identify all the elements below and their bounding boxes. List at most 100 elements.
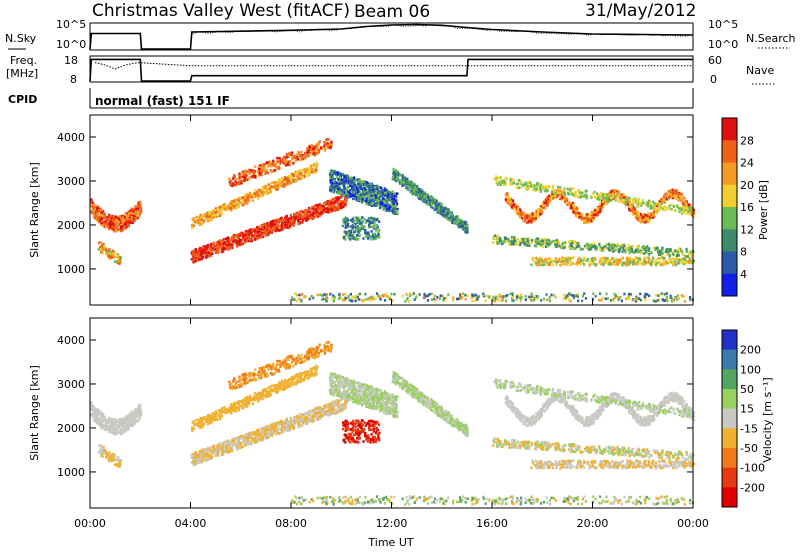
data-cell — [237, 235, 240, 239]
data-cell — [217, 243, 220, 246]
data-cell — [517, 182, 520, 186]
data-cell — [547, 197, 550, 201]
data-cell — [355, 216, 358, 219]
data-cell — [596, 213, 599, 216]
data-cell — [207, 254, 210, 258]
data-cell — [269, 227, 272, 230]
data-cell — [220, 211, 223, 215]
data-cell — [345, 176, 348, 179]
data-cell — [124, 213, 127, 216]
data-cell — [401, 174, 404, 177]
data-cell — [653, 215, 656, 219]
data-cell — [608, 243, 611, 247]
data-cell — [551, 190, 554, 194]
data-cell — [276, 160, 280, 163]
data-cell — [245, 230, 248, 233]
data-cell — [687, 206, 690, 210]
data-cell — [360, 196, 363, 199]
data-cell — [326, 145, 330, 149]
data-cell — [565, 201, 568, 205]
date-label: 31/May/2012 — [585, 1, 697, 21]
data-cell — [313, 147, 316, 150]
data-cell — [346, 178, 349, 181]
data-cell — [378, 199, 381, 202]
data-cell — [624, 201, 627, 204]
data-cell — [345, 197, 348, 200]
data-cell — [423, 200, 427, 204]
data-cell — [293, 156, 296, 160]
data-cell — [282, 155, 286, 159]
data-cell — [620, 193, 623, 197]
data-cell — [119, 225, 123, 228]
data-cell — [613, 244, 616, 247]
data-cell — [91, 202, 95, 205]
data-cell — [267, 228, 270, 231]
data-cell — [94, 204, 97, 207]
data-cell — [133, 215, 137, 219]
data-cell — [219, 206, 222, 209]
data-cell — [235, 234, 238, 238]
data-cell — [517, 207, 520, 210]
data-cell — [408, 186, 411, 189]
data-cell — [513, 236, 516, 239]
data-cell — [296, 157, 300, 161]
data-cell — [212, 209, 215, 212]
data-cell — [500, 239, 503, 243]
data-cell — [356, 226, 359, 229]
data-cell — [374, 235, 378, 239]
data-cell — [349, 225, 352, 228]
data-cell — [387, 198, 390, 201]
data-cell — [239, 234, 242, 237]
data-cell — [370, 216, 373, 220]
data-cell — [378, 220, 381, 223]
data-cell — [354, 178, 357, 181]
data-cell — [326, 200, 329, 203]
data-cell — [649, 211, 652, 215]
data-cell — [632, 211, 635, 214]
data-cell — [435, 204, 438, 207]
data-cell — [651, 214, 655, 217]
data-cell — [324, 200, 327, 204]
data-cell — [551, 184, 555, 188]
data-cell — [96, 206, 100, 210]
data-cell — [380, 199, 383, 202]
data-cell — [192, 217, 195, 220]
data-cell — [203, 248, 206, 251]
data-cell — [592, 218, 595, 222]
data-cell — [462, 222, 465, 226]
data-cell — [314, 205, 317, 209]
data-cell — [678, 247, 681, 250]
data-cell — [600, 192, 603, 196]
data-cell — [297, 214, 300, 217]
data-cell — [526, 217, 529, 220]
data-cell — [357, 238, 360, 241]
data-cell — [254, 165, 257, 168]
data-cell — [240, 179, 243, 183]
data-cell — [650, 204, 653, 208]
data-cell — [362, 180, 366, 184]
data-cell — [373, 194, 376, 198]
data-cell — [137, 210, 140, 213]
data-cell — [563, 192, 566, 196]
data-cell — [206, 244, 209, 248]
data-cell — [356, 224, 360, 228]
data-cell — [372, 227, 375, 230]
data-cell — [378, 191, 381, 195]
data-cell — [630, 204, 633, 208]
data-cell — [110, 216, 113, 220]
data-cell — [242, 171, 245, 174]
data-cell — [283, 178, 286, 181]
data-cell — [335, 190, 339, 194]
data-cell — [409, 180, 412, 184]
data-cell — [628, 207, 631, 211]
data-cell — [349, 238, 352, 241]
data-cell — [218, 243, 221, 246]
data-cell — [370, 221, 373, 224]
data-cell — [340, 205, 343, 209]
data-cell — [316, 215, 320, 218]
data-cell — [503, 181, 507, 184]
data-cell — [603, 196, 606, 200]
data-cell — [548, 196, 551, 199]
data-cell — [639, 214, 642, 218]
data-cell — [132, 216, 135, 219]
